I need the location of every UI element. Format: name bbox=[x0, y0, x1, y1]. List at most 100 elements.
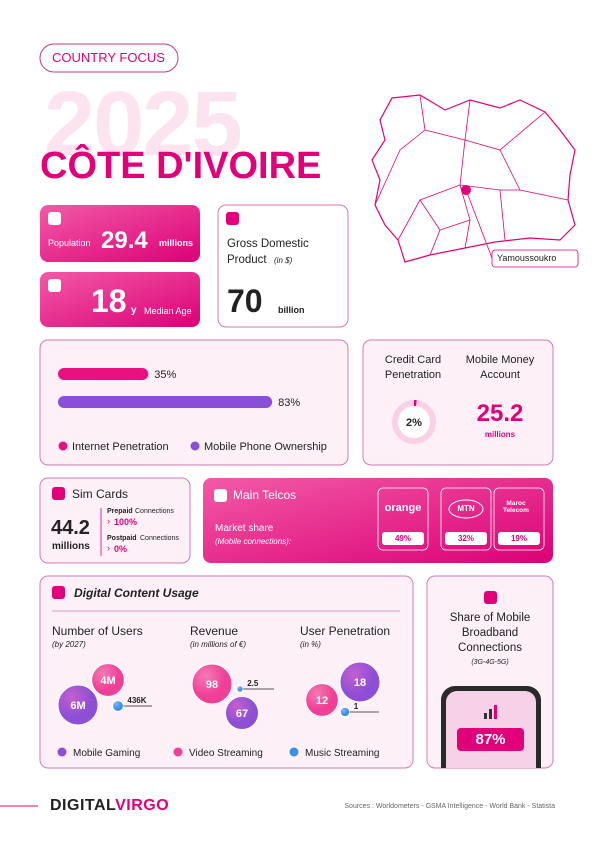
age-label: Median Age bbox=[144, 306, 192, 316]
bubble-label: 4M bbox=[100, 675, 115, 687]
telco-name: MTN bbox=[457, 504, 475, 513]
prepaid-suffix: Connections bbox=[135, 508, 174, 515]
money-label: Mobile Money Account bbox=[465, 354, 535, 381]
prepaid-label: Prepaid bbox=[107, 508, 133, 515]
ring-label: 2% bbox=[406, 417, 422, 429]
broadband-note: (3G-4G-5G) bbox=[471, 659, 509, 666]
bubble bbox=[191, 663, 233, 705]
gdp-note: (in $) bbox=[274, 256, 293, 265]
prepaid-value: 100% bbox=[114, 517, 138, 527]
icon bbox=[214, 489, 227, 502]
group-title: Number of Users bbox=[52, 624, 143, 638]
bubble bbox=[91, 663, 125, 697]
bubble bbox=[224, 695, 260, 731]
legend-label: Mobile Phone Ownership bbox=[204, 441, 327, 453]
phone bbox=[441, 686, 541, 768]
telcos-title: Main Telcos bbox=[233, 488, 297, 502]
population-unit: millions bbox=[159, 238, 194, 248]
bubble bbox=[112, 700, 124, 712]
content-title: Digital Content Usage bbox=[74, 586, 199, 600]
group-note: (in millions of €) bbox=[190, 640, 247, 649]
legend-label: Video Streaming bbox=[189, 748, 263, 759]
bubble-label: 18 bbox=[354, 677, 366, 689]
country: CÔTE D'IVOIRE bbox=[40, 145, 322, 187]
sim-unit: millions bbox=[52, 541, 90, 552]
population-label: Population bbox=[48, 238, 91, 248]
sources: Sources : Worldometers - GSMA Intelligen… bbox=[344, 803, 555, 810]
bubble bbox=[236, 685, 244, 693]
icon bbox=[52, 586, 65, 599]
broadband-title: Share of Mobile Broadband Connections bbox=[449, 612, 531, 654]
bubble-label: 12 bbox=[316, 695, 328, 707]
legend-dot bbox=[173, 747, 183, 757]
capital-box bbox=[491, 249, 579, 268]
credit-label: Credit Card Penetration bbox=[384, 354, 442, 381]
icon bbox=[484, 591, 497, 604]
group-title: Revenue bbox=[190, 624, 239, 638]
telco-name: Maroc Telecom bbox=[503, 500, 529, 515]
legend-dot bbox=[289, 747, 299, 757]
telco-share: 49% bbox=[394, 534, 411, 543]
bubble-label: 6M bbox=[70, 700, 85, 712]
group-note: (by 2027) bbox=[52, 640, 86, 649]
city: Yamoussoukro bbox=[497, 253, 557, 263]
age-value: 18 bbox=[91, 283, 127, 319]
postpaid-label: Postpaid bbox=[107, 535, 137, 542]
brand-b: VIRGO bbox=[115, 797, 170, 814]
bubble bbox=[57, 684, 99, 726]
bubble-label: 98 bbox=[206, 679, 218, 691]
map bbox=[371, 94, 576, 263]
telco-name: orange bbox=[384, 502, 422, 514]
postpaid-value: 0% bbox=[114, 544, 128, 554]
icon bbox=[52, 487, 65, 500]
ring-value bbox=[392, 400, 436, 444]
bubble-label: 2.5 bbox=[247, 679, 259, 688]
bar-label: 35% bbox=[154, 369, 176, 381]
telcos-subtitle: Market share bbox=[215, 523, 274, 534]
sim-value: 44.2 bbox=[51, 517, 90, 539]
gdp-label: Gross Domestic Product bbox=[227, 238, 309, 266]
tag-pill bbox=[39, 43, 179, 73]
bubble bbox=[339, 661, 381, 703]
sim-title: Sim Cards bbox=[72, 487, 129, 501]
tag: COUNTRY FOCUS bbox=[52, 50, 165, 65]
bar bbox=[58, 396, 273, 408]
postpaid-suffix: Connections bbox=[140, 535, 179, 542]
legend-dot bbox=[58, 441, 68, 451]
brand: DIGITALVIRGO bbox=[50, 797, 169, 815]
group-note: (in %) bbox=[300, 640, 321, 649]
telco-boxes bbox=[377, 487, 545, 551]
telcos-note: (Mobile connections): bbox=[215, 537, 292, 546]
legend-dot bbox=[57, 747, 67, 757]
legend-label: Music Streaming bbox=[305, 748, 379, 759]
population-value: 29.4 bbox=[101, 227, 148, 254]
sim-card bbox=[39, 477, 191, 564]
capital-leader bbox=[465, 189, 493, 259]
group-title: User Penetration bbox=[300, 624, 391, 638]
legend-label: Mobile Gaming bbox=[73, 748, 140, 759]
broadband-value: 87% bbox=[475, 731, 506, 748]
money-value: 25.2 bbox=[476, 400, 524, 427]
median-age-card bbox=[40, 272, 200, 327]
bubble-label: 1 bbox=[354, 702, 359, 711]
icon bbox=[48, 279, 61, 292]
bubble-label: 67 bbox=[236, 708, 248, 720]
bubble bbox=[305, 683, 339, 717]
population-card bbox=[40, 205, 200, 262]
telco-share: 19% bbox=[510, 534, 527, 543]
gdp-value: 70 bbox=[227, 283, 263, 319]
bubble bbox=[339, 706, 351, 718]
legend-label: Internet Penetration bbox=[72, 441, 169, 453]
legend-dot bbox=[190, 441, 200, 451]
money-unit: millions bbox=[484, 430, 516, 439]
brand-a: DIGITAL bbox=[50, 797, 116, 814]
telco-share: 32% bbox=[457, 534, 474, 543]
bar bbox=[58, 368, 149, 380]
year: 2025 bbox=[44, 73, 243, 175]
bar-label: 83% bbox=[278, 397, 300, 409]
icon bbox=[226, 212, 239, 225]
icon bbox=[48, 212, 61, 225]
bubble-label: 436K bbox=[127, 696, 146, 705]
